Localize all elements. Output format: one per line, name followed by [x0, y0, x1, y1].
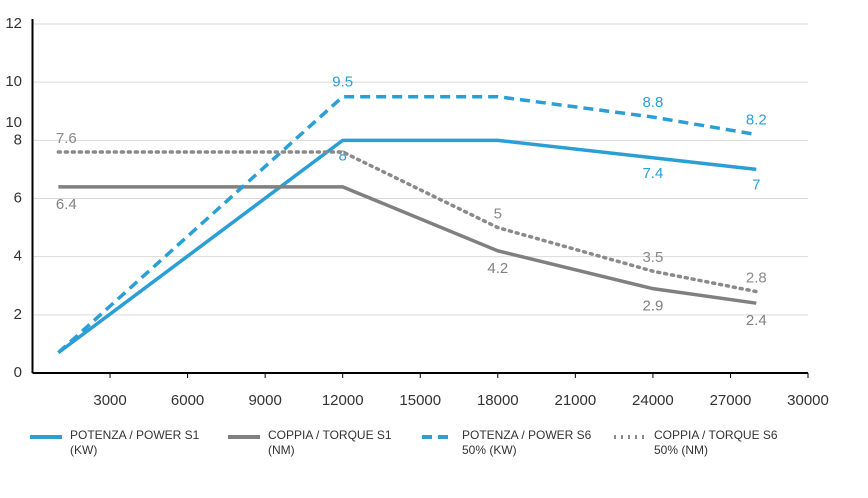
line — [57, 94, 757, 354]
y-tick-label: 6 — [14, 189, 22, 206]
x-tick-label: 15000 — [399, 392, 441, 409]
data-label: 8.2 — [746, 111, 767, 128]
legend-item: POTENZA / POWER S6 50% (KW) — [422, 428, 592, 458]
data-label: 9.5 — [332, 74, 353, 91]
x-tick-label: 18000 — [477, 392, 519, 409]
line — [57, 138, 757, 355]
y-annotation: 10 — [5, 114, 22, 131]
x-tick-label: 3000 — [93, 392, 126, 409]
legend-item: POTENZA / POWER S1 (KW) — [30, 428, 200, 458]
x-tick-label: 27000 — [710, 392, 752, 409]
legend-label: COPPIA / TORQUE S6 50% (NM) — [654, 428, 778, 457]
y-tick-label: 2 — [14, 306, 22, 323]
data-label: 5 — [494, 206, 502, 223]
data-label: 4.2 — [487, 260, 508, 277]
legend-item: COPPIA / TORQUE S1 (NM) — [228, 428, 398, 458]
data-label: 8 — [339, 147, 347, 164]
y-tick-label: 4 — [14, 248, 22, 265]
data-label: 7.6 — [56, 130, 77, 147]
x-tick-label: 30000 — [787, 392, 829, 409]
x-tick-label: 6000 — [171, 392, 204, 409]
line — [56, 150, 759, 294]
x-tick-label: 24000 — [632, 392, 674, 409]
data-label: 8.8 — [642, 94, 663, 111]
data-label: 6.4 — [56, 196, 77, 213]
data-label: 7 — [752, 176, 760, 193]
x-tick-label: 21000 — [554, 392, 596, 409]
y-tick-label: 0 — [14, 364, 22, 381]
data-label: 2.4 — [746, 312, 767, 329]
legend-label: POTENZA / POWER S1 (KW) — [70, 428, 200, 457]
x-tick-label: 9000 — [248, 392, 281, 409]
data-label: 3.5 — [642, 249, 663, 266]
legend-item: COPPIA / TORQUE S6 50% (NM) — [614, 428, 784, 458]
x-tick-label: 12000 — [322, 392, 364, 409]
data-label: 2.9 — [642, 298, 663, 315]
legend-label: COPPIA / TORQUE S1 (NM) — [268, 428, 392, 457]
data-label: 7.4 — [642, 165, 663, 182]
line — [58, 185, 757, 305]
y-tick-label: 8 — [14, 131, 22, 148]
data-label: 2.8 — [746, 270, 767, 287]
y-tick-label: 12 — [5, 15, 22, 32]
y-tick-label: 10 — [5, 73, 22, 90]
legend-label: POTENZA / POWER S6 50% (KW) — [462, 428, 592, 457]
